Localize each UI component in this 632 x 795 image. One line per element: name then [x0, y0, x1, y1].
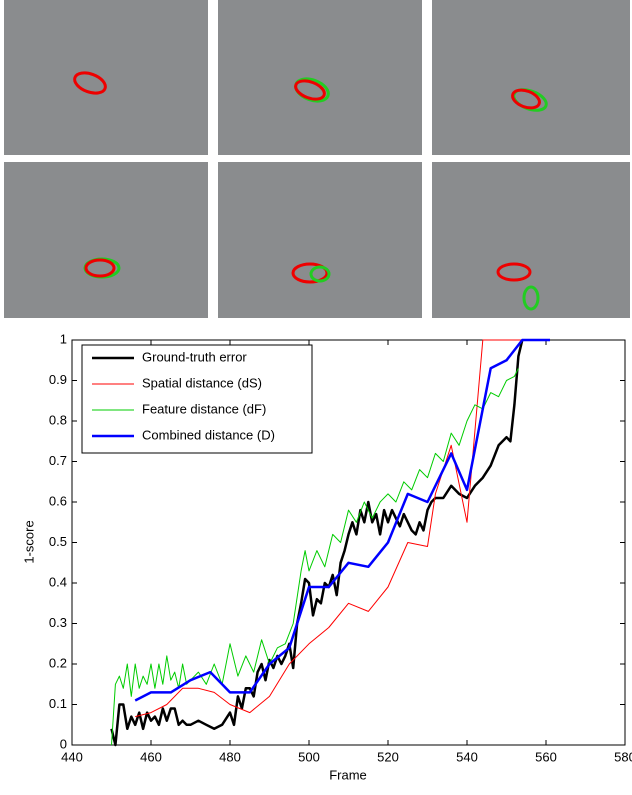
y-tick-label: 0.7: [49, 453, 67, 468]
video-frame: [4, 162, 208, 318]
video-frame: [218, 0, 422, 155]
page: Frame 1-score 440 460 480 500 520 540 560 580 0 0…: [0, 0, 632, 795]
x-tick-label: 440: [61, 749, 83, 764]
video-frame: [218, 162, 422, 318]
legend-label: Spatial distance (dS): [142, 375, 262, 390]
legend-label: Combined distance (D): [142, 427, 275, 442]
x-tick-label: 560: [535, 749, 557, 764]
y-tick-label: 0.1: [49, 696, 67, 711]
y-axis-label: 1-score: [21, 520, 36, 563]
x-tick-label: 500: [298, 749, 320, 764]
y-tick-label: 0.8: [49, 412, 67, 427]
y-tick-label: 0.3: [49, 615, 67, 630]
legend-label: Feature distance (dF): [142, 401, 266, 416]
x-tick-label: 520: [377, 749, 399, 764]
image-panels: [4, 0, 630, 318]
y-tick-label: 0: [60, 736, 67, 751]
video-frame: [432, 0, 630, 155]
video-frame: [432, 162, 630, 318]
figure: Frame 1-score 440 460 480 500 520 540 560 580 0 0…: [0, 0, 632, 790]
y-tick-label: 0.2: [49, 655, 67, 670]
x-tick-label: 580: [614, 749, 632, 764]
y-tick-label: 0.6: [49, 493, 67, 508]
y-tick-label: 0.5: [49, 534, 67, 549]
y-tick-label: 0.4: [49, 574, 67, 589]
y-tick-label: 0.9: [49, 372, 67, 387]
x-tick-label: 540: [456, 749, 478, 764]
video-frame: [4, 0, 208, 155]
legend-label: Ground-truth error: [142, 349, 247, 364]
x-tick-label: 480: [219, 749, 241, 764]
x-axis-label: Frame: [329, 767, 367, 782]
y-tick-label: 1: [60, 331, 67, 346]
x-tick-label: 460: [140, 749, 162, 764]
